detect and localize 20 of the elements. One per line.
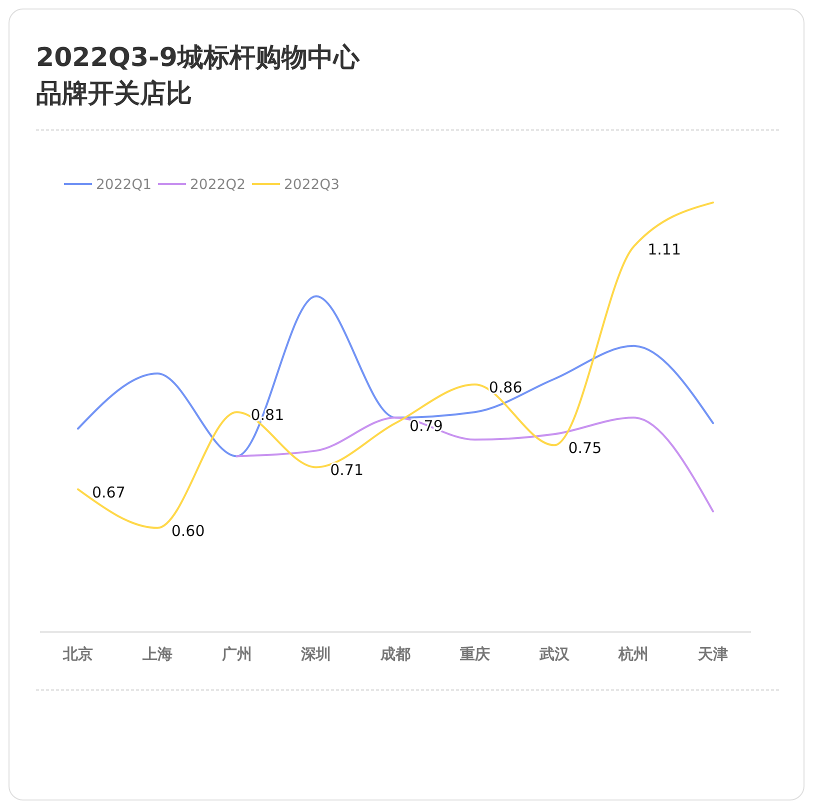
x-tick-label: 武汉 <box>538 645 570 663</box>
x-tick-label: 深圳 <box>300 645 332 663</box>
data-label: 0.75 <box>568 439 602 458</box>
x-tick-label: 广州 <box>220 645 252 663</box>
data-label: 0.71 <box>330 461 364 480</box>
data-label: 0.86 <box>488 378 522 397</box>
x-tick-label: 成都 <box>380 645 410 663</box>
data-label: 0.67 <box>92 483 126 502</box>
data-label: 0.60 <box>171 522 205 540</box>
x-tick-label: 天津 <box>697 645 728 663</box>
legend-label: 2022Q1 <box>96 176 152 193</box>
legend-label: 2022Q3 <box>284 176 340 193</box>
x-tick-label: 杭州 <box>618 645 649 663</box>
chart-title: 2022Q3-9城标杆购物中心品牌开关店比 <box>36 43 360 109</box>
x-tick-label: 上海 <box>141 645 172 663</box>
x-tick-label: 北京 <box>62 645 93 663</box>
data-label: 0.79 <box>410 417 443 436</box>
legend-label: 2022Q2 <box>190 176 246 193</box>
data-label: 1.11 <box>648 240 682 259</box>
x-tick-label: 重庆 <box>458 645 490 663</box>
